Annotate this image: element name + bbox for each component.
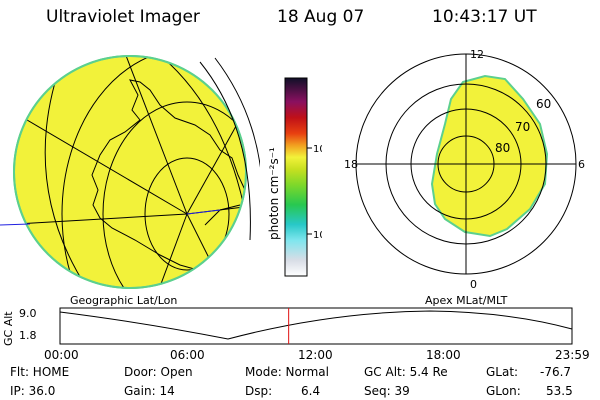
timeline-axis-title: GC Alt xyxy=(2,311,15,346)
right-panel-caption: Apex MLat/MLT xyxy=(425,294,508,307)
mlt-label-18: 18 xyxy=(344,158,358,171)
dsp-label: Dsp: xyxy=(245,384,273,398)
altitude-timeline: GC Alt 9.0 1.8 00:00 06:00 12:00 18:00 2… xyxy=(2,307,590,362)
latitude-circle xyxy=(102,101,246,288)
colorbar-tick: 10 xyxy=(313,230,322,241)
gc-altitude: GC Alt: 5.4 Re xyxy=(364,365,448,379)
latitude-circle xyxy=(144,157,230,271)
lat-label-60: 60 xyxy=(536,97,551,111)
earth-disk xyxy=(13,55,247,289)
door-status: Door: Open xyxy=(124,365,193,379)
timeline-x-tick: 06:00 xyxy=(170,348,205,362)
colorbar-unit: photon cm⁻²s⁻¹ xyxy=(267,147,281,240)
timeline-x-tick: 23:59 xyxy=(555,348,590,362)
ip-value: IP: 36.0 xyxy=(10,384,56,398)
horizon-line xyxy=(186,209,221,215)
mlt-label-12: 12 xyxy=(470,48,484,61)
coastline xyxy=(91,79,246,273)
colorbar-tick: 100 xyxy=(313,144,322,155)
mlt-label-6: 6 xyxy=(578,158,585,171)
flight-status: Flt: HOME xyxy=(10,365,70,379)
outer-arc xyxy=(199,61,251,241)
polar-plot: 12 18 6 0 60 70 80 xyxy=(344,48,585,291)
coastline xyxy=(209,264,231,288)
left-panel-caption: Geographic Lat/Lon xyxy=(70,294,178,307)
timeline-x-tick: 18:00 xyxy=(426,348,461,362)
glon-label: GLon: xyxy=(486,384,521,398)
time-display: 10:43:17 UT xyxy=(432,7,537,27)
meridian-line xyxy=(14,109,188,215)
meridian-line xyxy=(119,56,188,215)
horizon-line xyxy=(0,223,31,226)
app-title: Ultraviolet Imager xyxy=(46,7,200,27)
meridian-line xyxy=(186,109,246,215)
outer-arc xyxy=(214,57,260,169)
color-bar: 100 10 photon cm⁻²s⁻¹ xyxy=(267,77,322,277)
timeline-frame xyxy=(59,307,573,345)
auroral-emission xyxy=(430,74,549,238)
lat-label-70: 70 xyxy=(515,120,530,134)
timeline-x-tick: 00:00 xyxy=(44,348,79,362)
timeline-x-tick: 12:00 xyxy=(298,348,333,362)
glat-label: GLat: xyxy=(486,365,519,379)
mode-status: Mode: Normal xyxy=(245,365,329,379)
timeline-y-tick: 9.0 xyxy=(19,307,37,320)
meridian-line xyxy=(14,213,188,226)
altitude-curve xyxy=(59,310,573,340)
dsp-value: 6.4 xyxy=(301,384,321,398)
date-display: 18 Aug 07 xyxy=(277,7,365,27)
color-scale xyxy=(284,77,308,277)
gain-value: Gain: 14 xyxy=(124,384,175,398)
timeline-y-tick: 1.8 xyxy=(19,329,37,342)
sequence-number: Seq: 39 xyxy=(364,384,410,398)
geographic-image xyxy=(0,55,260,289)
lat-label-80: 80 xyxy=(495,141,510,155)
latitude-circle xyxy=(61,56,246,288)
mlt-label-0: 0 xyxy=(470,278,477,291)
glon-value: 53.5 xyxy=(546,384,573,398)
glat-value: -76.7 xyxy=(540,365,572,379)
